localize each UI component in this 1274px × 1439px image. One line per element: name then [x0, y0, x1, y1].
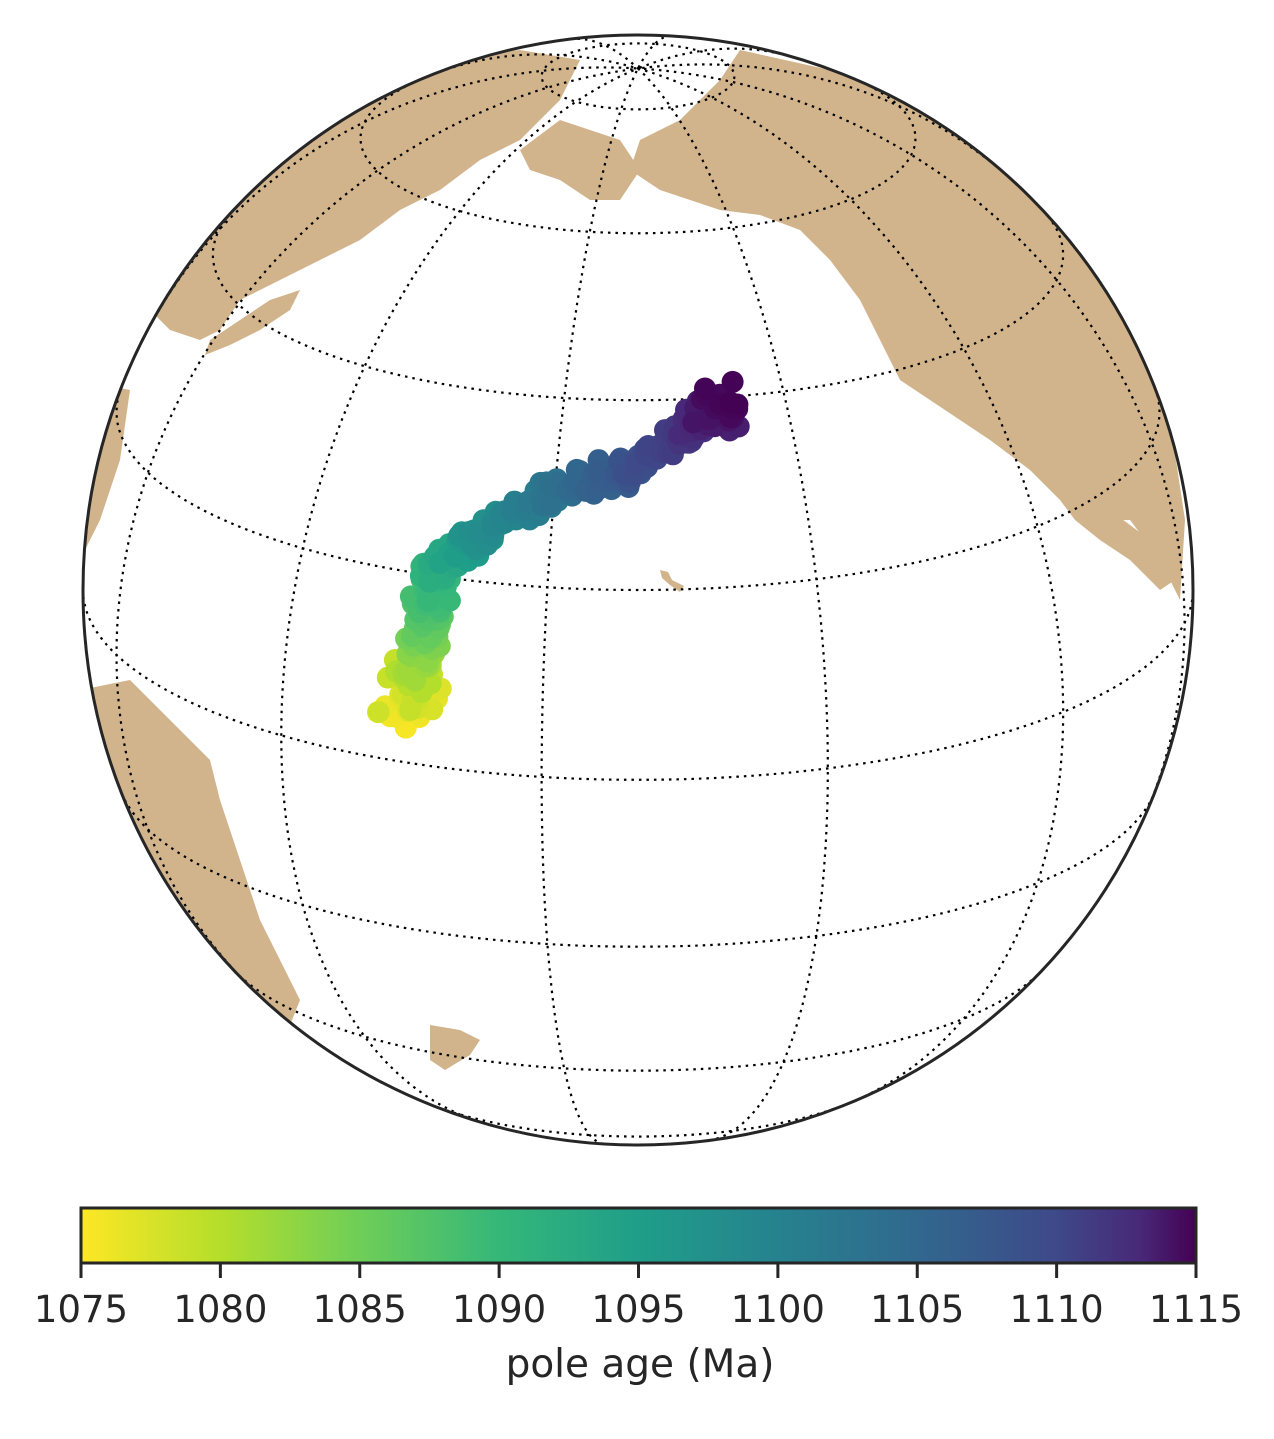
meridian-60 [431, 53, 639, 76]
colorbar-tick-label: 1075 [33, 1288, 129, 1331]
globe-map [81, 33, 1195, 1147]
pole-point [682, 411, 705, 434]
meridian-270 [637, 67, 1186, 841]
parallel-20 [115, 392, 1161, 592]
meridian-180 [540, 67, 639, 1145]
graticule [83, 35, 1193, 1145]
pole-point [399, 699, 422, 721]
colorbar-tick-label: 1085 [312, 1288, 407, 1331]
colorbar-ticks [79, 1263, 1198, 1278]
land-japan [205, 290, 300, 355]
colorbar-tick-label: 1115 [1148, 1288, 1244, 1331]
land-alaska [520, 120, 640, 200]
colorbar-tick-label: 1080 [173, 1288, 268, 1331]
colorbar-tick-label: 1095 [591, 1288, 686, 1331]
meridian-210 [637, 67, 829, 1142]
colorbar-tick-label: 1105 [870, 1288, 965, 1331]
globe-outline [81, 33, 1195, 1147]
parallel-60 [359, 78, 917, 235]
pole-points [367, 370, 750, 739]
pole-point [416, 589, 439, 612]
pole-point [367, 701, 390, 723]
meridian-150 [280, 67, 639, 1124]
colorbar-tick-label: 1100 [730, 1288, 825, 1331]
colorbar-tick-label: 1110 [1009, 1288, 1104, 1331]
pole-point [721, 370, 744, 393]
colorbar-label: pole age (Ma) [505, 1342, 775, 1387]
parallel-40 [211, 214, 1065, 402]
parallel-80 [540, 42, 736, 111]
land-siberia [140, 50, 580, 340]
pole-point [694, 377, 716, 400]
parallel-0 [83, 589, 1193, 781]
colorbar-graphic [79, 1206, 1198, 1278]
pole-point [719, 391, 742, 414]
colorbar-gradient [79, 1206, 1198, 1265]
land-australia [83, 680, 300, 1050]
colorbar-tick-label: 1090 [452, 1288, 547, 1331]
meridian-30 [569, 37, 639, 70]
land-hawaii [660, 570, 684, 592]
meridian-90 [145, 66, 639, 333]
land-mexico [1060, 500, 1175, 590]
land-new-zealand [430, 1025, 480, 1070]
colorbar: 1075 1080 1085 1090 1095 1100 1105 1110 1115 pol… [0, 1190, 1274, 1439]
